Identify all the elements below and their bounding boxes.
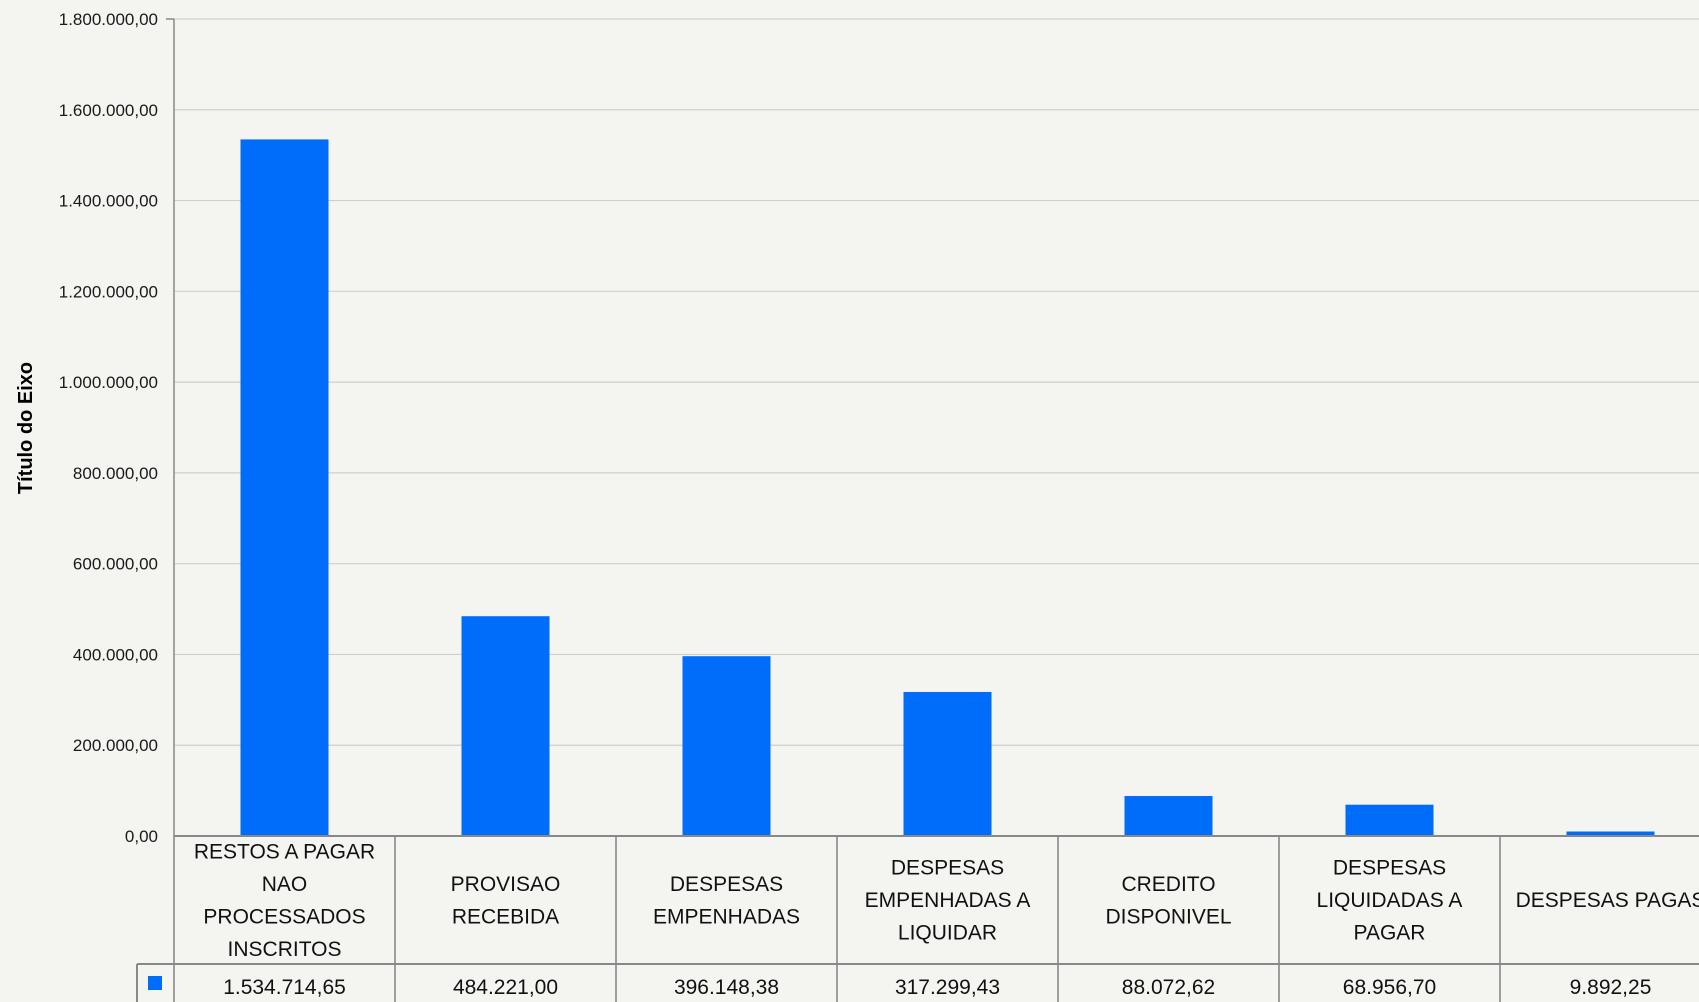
y-tick-label: 800.000,00 — [73, 464, 158, 483]
gridlines — [166, 18, 1699, 836]
x-category-label-line: LIQUIDAR — [898, 922, 997, 945]
x-category-label-line: DESPESAS — [670, 873, 783, 896]
x-category-label-line: DESPESAS PAGAS — [1516, 889, 1699, 912]
y-tick-label: 1.800.000,00 — [59, 10, 158, 29]
bar — [903, 691, 992, 836]
x-category-label: PROVISAO RECEBIDA — [451, 873, 561, 929]
x-category-label-line: PAGAR — [1354, 922, 1426, 945]
x-category-label-line: INSCRITOS — [228, 938, 342, 961]
x-category-label-line: DESPESAS — [891, 857, 1004, 880]
x-category-label: DESPESAS EMPENHADAS — [653, 873, 800, 929]
x-category-label-line: PROCESSADOS — [203, 905, 365, 928]
data-value-label: 1.534.714,65 — [223, 976, 346, 999]
bar — [1345, 804, 1434, 836]
x-category-label: DESPESAS LIQUIDADAS A PAGAR — [1317, 857, 1463, 945]
y-tick-label: 400.000,00 — [73, 645, 158, 664]
legend-key — [148, 976, 162, 990]
y-tick-label: 1.600.000,00 — [59, 101, 158, 120]
y-tick-label: 1.200.000,00 — [59, 282, 158, 301]
x-category-label-line: LIQUIDADAS A — [1317, 889, 1463, 912]
bar — [461, 616, 550, 836]
y-tick-label: 600.000,00 — [73, 555, 158, 574]
x-category-label-line: RECEBIDA — [452, 905, 559, 928]
x-category-label-line: DESPESAS — [1333, 857, 1446, 880]
data-value-label: 484.221,00 — [453, 976, 558, 999]
data-table: RESTOS A PAGAR NAO PROCESSADOS INSCRITOS 1.5… — [136, 835, 1699, 1002]
x-category-label-line: EMPENHADAS — [653, 905, 800, 928]
bar — [1124, 796, 1213, 836]
y-tick-label: 1.000.000,00 — [59, 373, 158, 392]
x-category-label-line: RESTOS A PAGAR — [194, 840, 375, 863]
data-value-label: 88.072,62 — [1122, 976, 1215, 999]
data-value-label: 317.299,43 — [895, 976, 1000, 999]
x-category-label: RESTOS A PAGAR NAO PROCESSADOS INSCRITOS — [194, 840, 375, 961]
bar — [1566, 831, 1655, 836]
x-category-label-line: NAO — [262, 873, 308, 896]
data-value-label: 396.148,38 — [674, 976, 779, 999]
x-category-label-line: CREDITO — [1121, 873, 1215, 896]
y-tick-label: 200.000,00 — [73, 736, 158, 755]
y-axis-ticks: 0,00 200.000,00 400.000,00 600.000,00 800.00… — [59, 10, 158, 846]
bars — [240, 139, 1655, 836]
x-category-label-line: DISPONIVEL — [1105, 905, 1231, 928]
y-tick-label: 0,00 — [125, 827, 158, 846]
x-category-label: DESPESAS PAGAS — [1516, 889, 1699, 912]
x-category-label: DESPESAS EMPENHADAS A LIQUIDAR — [865, 857, 1031, 945]
y-tick-label: 1.400.000,00 — [59, 192, 158, 211]
bar — [240, 139, 329, 836]
data-value-label: 9.892,25 — [1570, 976, 1652, 999]
data-value-label: 68.956,70 — [1343, 976, 1436, 999]
bar — [682, 656, 771, 836]
y-axis-title: Título do Eixo — [15, 362, 37, 494]
x-category-label: CREDITO DISPONIVEL — [1105, 873, 1231, 929]
x-category-label-line: PROVISAO — [451, 873, 561, 896]
x-category-label-line: EMPENHADAS A — [865, 889, 1031, 912]
